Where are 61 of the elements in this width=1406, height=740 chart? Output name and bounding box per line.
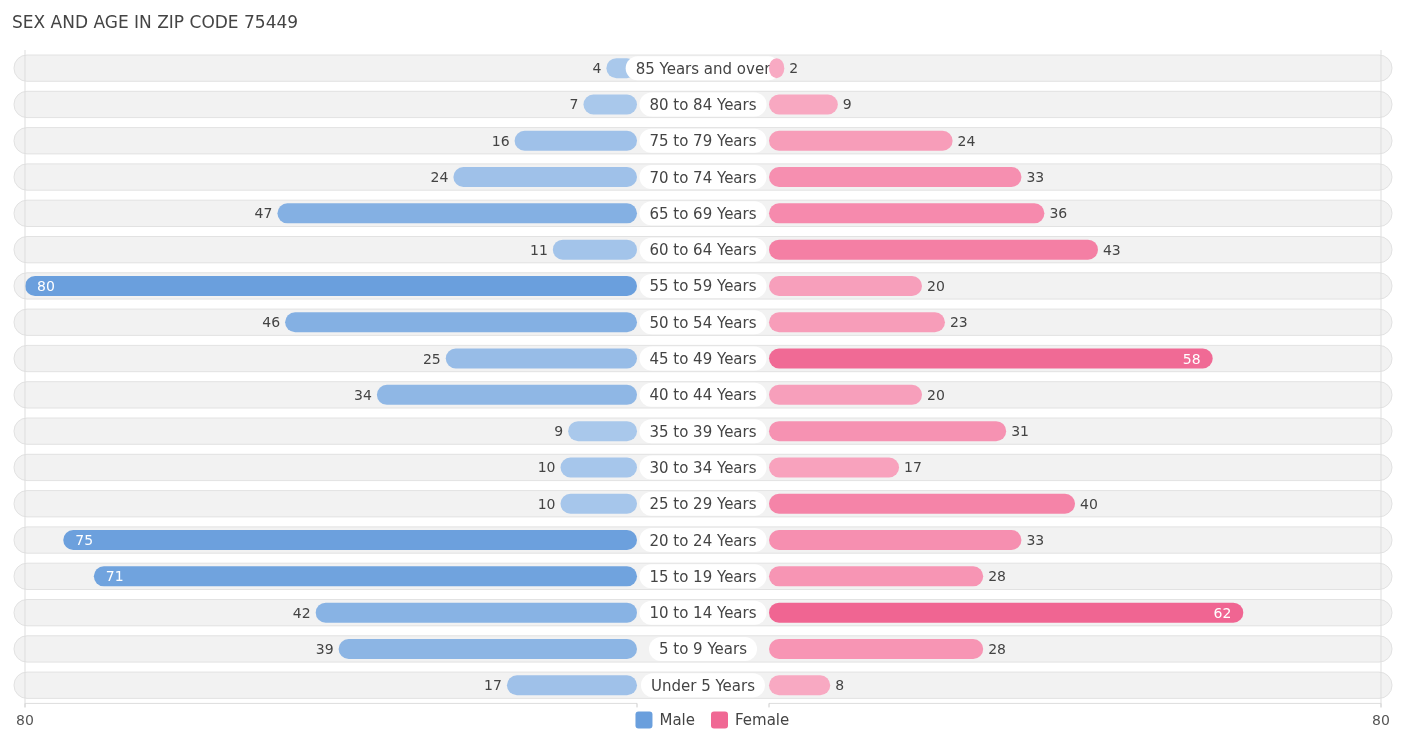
- data-label: 75: [75, 532, 94, 549]
- data-label: 28: [988, 568, 1007, 585]
- y-tick-label: 50 to 54 Years: [649, 313, 757, 332]
- data-label: 24: [957, 132, 976, 149]
- data-label: 80: [37, 277, 55, 294]
- y-tick-label: 25 to 29 Years: [649, 495, 757, 514]
- data-label: 17: [484, 677, 502, 694]
- y-tick-label: 85 Years and over: [635, 59, 772, 78]
- y-tick-label: 45 to 49 Years: [649, 350, 757, 369]
- data-label: 8: [835, 677, 845, 694]
- y-tick-label: 35 to 39 Years: [649, 422, 757, 441]
- data-label: 9: [554, 423, 564, 440]
- data-label: 10: [537, 459, 556, 476]
- data-label: 24: [430, 169, 449, 186]
- chart-title: SEX AND AGE IN ZIP CODE 75449: [12, 12, 299, 32]
- data-label: 58: [1182, 350, 1201, 367]
- data-label: 17: [904, 459, 922, 476]
- data-label: 71: [105, 568, 124, 585]
- data-label: 9: [842, 96, 852, 113]
- y-tick-label: Under 5 Years: [650, 676, 756, 695]
- y-tick-label: 40 to 44 Years: [649, 386, 757, 405]
- bar: [769, 675, 831, 696]
- data-label: 20: [927, 386, 945, 403]
- y-tick-label: 70 to 74 Years: [649, 168, 757, 187]
- y-tick-label: 75 to 79 Years: [649, 132, 757, 151]
- data-label: 47: [254, 205, 273, 222]
- y-tick-label: 20 to 24 Years: [649, 531, 757, 550]
- data-label: 10: [537, 495, 556, 512]
- data-label: 2: [789, 60, 799, 77]
- data-label: 25: [422, 350, 441, 367]
- data-label: 16: [491, 132, 510, 149]
- data-label: 39: [315, 640, 334, 657]
- data-label: 34: [354, 386, 372, 403]
- y-tick-label: 5 to 9 Years: [658, 640, 748, 659]
- data-label: 33: [1026, 532, 1045, 549]
- data-label: 46: [262, 314, 281, 331]
- y-tick-label: 65 to 69 Years: [649, 204, 757, 223]
- data-label: 7: [569, 96, 579, 113]
- data-label: 40: [1080, 495, 1098, 512]
- data-label: 62: [1213, 604, 1232, 621]
- data-label: 11: [530, 241, 548, 258]
- bar: [338, 638, 637, 659]
- legend-label: Male: [659, 711, 695, 730]
- y-tick-label: 55 to 59 Years: [649, 277, 757, 296]
- y-tick-label: 80 to 84 Years: [649, 95, 757, 114]
- data-label: 43: [1102, 241, 1121, 258]
- data-label: 42: [292, 604, 311, 621]
- y-tick-label: 15 to 19 Years: [649, 567, 757, 586]
- y-tick-label: 60 to 64 Years: [649, 241, 757, 260]
- y-tick-label: 30 to 34 Years: [649, 458, 757, 477]
- bar: [769, 638, 984, 659]
- y-tick-label: 10 to 14 Years: [649, 604, 757, 623]
- bar: [506, 675, 637, 696]
- data-label: 31: [1011, 423, 1029, 440]
- data-label: 28: [988, 640, 1007, 657]
- data-label: 23: [949, 314, 968, 331]
- legend-label: Female: [735, 711, 790, 730]
- data-label: 4: [592, 60, 602, 77]
- data-label: 20: [927, 277, 945, 294]
- data-label: 33: [1026, 169, 1045, 186]
- data-label: 36: [1049, 205, 1068, 222]
